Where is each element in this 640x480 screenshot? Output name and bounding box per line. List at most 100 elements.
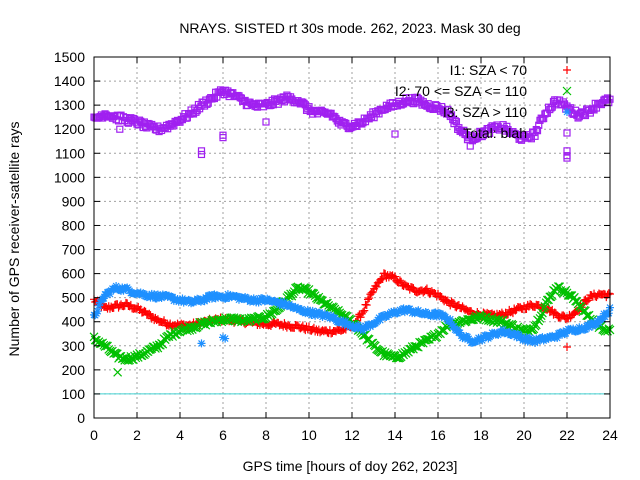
data-point xyxy=(145,291,154,300)
marker-x xyxy=(185,325,195,335)
data-point xyxy=(406,306,415,315)
outlier-point xyxy=(466,142,474,150)
data-point xyxy=(497,328,506,337)
marker-x xyxy=(323,298,332,308)
data-point xyxy=(413,342,423,352)
data-point xyxy=(587,319,596,328)
x-tick-label: 18 xyxy=(473,427,489,443)
data-point xyxy=(446,315,455,324)
data-point xyxy=(494,330,503,339)
outlier-point xyxy=(262,118,270,126)
marker-x xyxy=(547,291,557,301)
data-point xyxy=(362,301,371,310)
marker-star xyxy=(203,295,212,304)
marker-plus xyxy=(356,313,365,322)
marker-plus xyxy=(140,306,149,315)
data-point xyxy=(449,322,458,331)
outlier-point xyxy=(563,154,571,162)
plot-frame xyxy=(93,56,611,419)
marker-x xyxy=(572,296,582,306)
data-point xyxy=(547,291,557,301)
legend: I1: SZA < 70 I2: 70 <= SZA <= 110 I3: SZA … xyxy=(395,62,572,141)
data-point xyxy=(104,287,113,296)
marker-star xyxy=(336,315,345,324)
data-point xyxy=(303,305,312,314)
data-point xyxy=(323,298,332,308)
data-point xyxy=(572,296,582,306)
marker-star xyxy=(308,306,317,315)
data-point xyxy=(105,290,114,299)
legend-marker-1 xyxy=(562,86,572,96)
marker-x xyxy=(189,323,198,332)
axes: 0100200300400500600700800900100011001200… xyxy=(54,49,618,443)
marker-x xyxy=(256,314,266,324)
marker-star xyxy=(414,306,423,315)
marker-x xyxy=(562,86,572,96)
data-point xyxy=(287,291,297,301)
marker-plus xyxy=(395,276,404,285)
marker-star xyxy=(99,294,108,303)
data-point xyxy=(158,339,168,349)
marker-square xyxy=(219,134,227,142)
series-layer xyxy=(89,86,615,377)
marker-star xyxy=(206,292,215,301)
marker-square xyxy=(559,98,567,106)
x-tick-label: 20 xyxy=(516,427,532,443)
data-point xyxy=(563,290,573,300)
data-point xyxy=(558,330,567,339)
data-point xyxy=(145,309,154,318)
data-point xyxy=(533,127,542,135)
data-point xyxy=(444,105,452,114)
marker-star xyxy=(436,309,445,318)
marker-star xyxy=(604,309,613,318)
marker-star xyxy=(499,325,508,334)
series-2 xyxy=(90,282,614,348)
data-point xyxy=(457,331,466,340)
y-tick-label: 1400 xyxy=(54,73,85,89)
marker-star xyxy=(553,334,562,343)
outlier-point xyxy=(113,367,123,377)
x-tick-label: 24 xyxy=(602,427,618,443)
data-point xyxy=(559,98,567,106)
marker-star xyxy=(376,316,385,325)
marker-plus xyxy=(391,272,399,281)
legend-marker-0 xyxy=(563,66,571,74)
marker-star xyxy=(145,291,154,300)
legend-marker-2 xyxy=(563,108,571,116)
data-point xyxy=(363,295,372,304)
y-tick-label: 0 xyxy=(77,410,85,426)
marker-star xyxy=(494,330,503,339)
marker-plus xyxy=(359,308,368,317)
marker-star xyxy=(225,293,234,302)
marker-x xyxy=(413,342,423,352)
y-tick-label: 900 xyxy=(62,193,86,209)
data-point xyxy=(395,276,404,285)
data-point xyxy=(330,314,339,323)
marker-plus xyxy=(551,309,560,318)
data-point xyxy=(359,308,368,317)
legend-label-0: I1: SZA < 70 xyxy=(450,62,528,78)
x-tick-label: 16 xyxy=(430,427,446,443)
y-tick-label: 200 xyxy=(62,362,86,378)
legend-label-1: I2: 70 <= SZA <= 110 xyxy=(395,83,527,99)
marker-star xyxy=(250,296,259,305)
marker-x xyxy=(287,291,297,301)
marker-x xyxy=(113,367,123,377)
data-point xyxy=(551,309,560,318)
x-tick-label: 8 xyxy=(262,427,270,443)
marker-square xyxy=(451,117,459,125)
data-point xyxy=(594,319,603,328)
marker-star xyxy=(406,306,415,315)
data-point xyxy=(233,292,242,301)
data-point xyxy=(316,308,325,317)
marker-plus xyxy=(145,309,154,318)
marker-plus xyxy=(563,66,571,74)
marker-star xyxy=(581,325,590,334)
data-point xyxy=(553,334,562,343)
data-point xyxy=(367,288,376,297)
marker-star xyxy=(399,304,408,313)
data-point xyxy=(173,294,182,303)
data-point xyxy=(456,328,465,337)
data-point xyxy=(531,339,540,348)
